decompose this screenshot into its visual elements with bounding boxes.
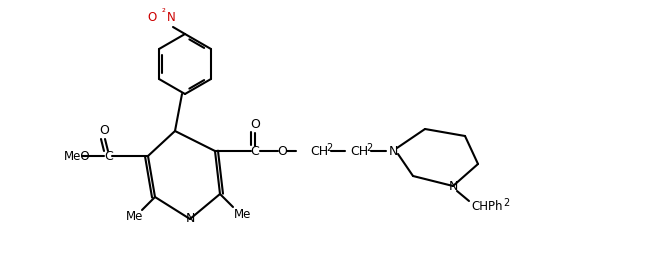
Text: N: N [167, 11, 175, 24]
Text: O: O [250, 118, 260, 131]
Text: N: N [185, 212, 195, 226]
Text: 2: 2 [326, 143, 332, 153]
Text: 2: 2 [366, 143, 372, 153]
Text: Me: Me [234, 207, 251, 220]
Text: CH: CH [310, 145, 328, 157]
Text: CHPh: CHPh [471, 199, 502, 212]
Text: O: O [99, 124, 109, 136]
Text: N: N [448, 179, 458, 192]
Text: C: C [251, 145, 259, 157]
Text: ₂: ₂ [162, 4, 166, 14]
Text: Me: Me [126, 211, 143, 224]
Text: N: N [388, 145, 398, 157]
Text: C: C [105, 149, 113, 162]
Text: CH: CH [350, 145, 368, 157]
Text: 2: 2 [503, 198, 509, 208]
Text: O: O [277, 145, 287, 157]
Text: O: O [148, 11, 157, 24]
Text: MeO: MeO [64, 149, 91, 162]
